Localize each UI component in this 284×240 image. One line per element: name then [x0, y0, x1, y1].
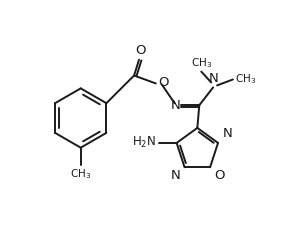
Text: CH$_3$: CH$_3$ — [191, 56, 212, 70]
Text: N: N — [223, 127, 233, 140]
Text: O: O — [135, 44, 145, 57]
Text: N: N — [171, 169, 181, 182]
Text: N: N — [208, 72, 218, 85]
Text: N: N — [171, 99, 180, 112]
Text: CH$_3$: CH$_3$ — [70, 168, 91, 181]
Text: O: O — [158, 76, 168, 89]
Text: CH$_3$: CH$_3$ — [235, 72, 256, 86]
Text: H$_2$N: H$_2$N — [132, 135, 156, 150]
Text: O: O — [214, 169, 225, 182]
